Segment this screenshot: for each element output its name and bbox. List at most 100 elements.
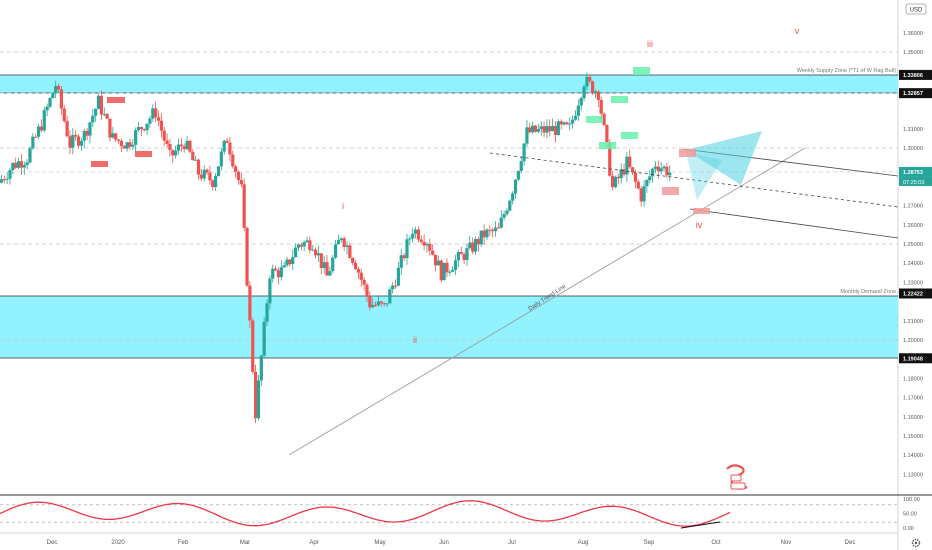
candle-body (211, 180, 215, 188)
x-tick-label: Nov (781, 540, 792, 546)
channel-lower-line (689, 208, 899, 239)
candle-body (28, 148, 32, 163)
candle-body (376, 301, 381, 306)
candle-body (2, 179, 6, 181)
candle-body (548, 126, 552, 132)
candle-body (239, 179, 243, 185)
candle-body (605, 124, 609, 143)
candle-body (56, 85, 61, 90)
highlight-box-4 (611, 96, 628, 103)
candle-body (342, 238, 346, 247)
candle-body (16, 161, 21, 168)
candle-body (25, 162, 29, 165)
candle-body (625, 156, 629, 175)
candle-body (408, 238, 412, 240)
candle-body (413, 229, 418, 234)
candle-body (339, 238, 343, 241)
candle-body (68, 136, 72, 148)
candle-body (96, 95, 101, 109)
candle-body (645, 180, 649, 187)
candle-body (399, 255, 403, 268)
highlight-box-5 (599, 142, 616, 149)
price-tag-text: 1.28753 (903, 170, 923, 176)
candle-body (591, 81, 595, 94)
candle-body (613, 176, 618, 188)
highlight-box-8 (662, 187, 679, 195)
candle-body (433, 254, 438, 266)
candle-body (171, 150, 175, 156)
x-tick-label: Jul (508, 540, 516, 546)
candle-body (559, 121, 563, 125)
candle-body (188, 140, 192, 152)
candle-body (419, 239, 423, 242)
candle-body (445, 262, 449, 273)
price-tag-text: 1.22422 (903, 291, 923, 297)
price-tag-text: 1.19048 (903, 356, 923, 362)
candlestick-series (0, 72, 672, 423)
y-tick-label: 1.24000 (903, 261, 923, 267)
candle-body (425, 244, 429, 246)
oscillator-line (0, 500, 731, 527)
candle-body (54, 85, 58, 94)
candle-body (293, 247, 298, 258)
candle-body (373, 304, 378, 306)
candle-body (216, 166, 221, 177)
candle-body (556, 121, 560, 136)
candle-body (516, 171, 520, 180)
candle-body (405, 239, 409, 259)
candle-body (168, 143, 172, 151)
candle-body (254, 371, 258, 419)
candle-body (74, 135, 78, 137)
candle-body (491, 229, 495, 232)
price-tag-0 (899, 69, 932, 80)
candle-body (505, 210, 509, 215)
highlight-box-9 (679, 149, 696, 157)
highlight-box-2 (135, 151, 152, 157)
candle-body (319, 253, 323, 268)
candle-body (222, 140, 226, 152)
candle-body (582, 86, 586, 99)
candle-body (656, 166, 660, 172)
candle-body (162, 130, 166, 141)
candle-body (296, 244, 301, 248)
y-tick-label: 1.36000 (903, 31, 923, 37)
currency-badge[interactable]: USD (905, 3, 927, 15)
candle-body (48, 98, 52, 107)
osc-tick-label: 0.00 (903, 526, 914, 532)
candle-body (642, 186, 646, 202)
candle-body (108, 118, 112, 138)
candle-body (145, 123, 149, 131)
candle-body (225, 140, 229, 143)
candle-body (316, 253, 321, 256)
wave-label-ii: ii (413, 335, 417, 345)
candle-body (511, 193, 515, 201)
candle-body (593, 91, 598, 94)
candle-body (616, 176, 620, 179)
price-tag-1 (899, 88, 932, 99)
x-tick-label: 2020 (111, 540, 125, 546)
candle-body (396, 267, 401, 286)
x-tick-label: Dec (47, 540, 58, 546)
candle-body (439, 260, 443, 281)
candle-body (59, 89, 64, 109)
candle-body (182, 146, 186, 150)
y-tick-label: 1.26000 (903, 223, 923, 229)
time-axis[interactable]: Dec 2020 Feb Mar Apr May Jun Jul Aug Sep Oct Nov Dec (47, 540, 856, 546)
candle-body (308, 240, 312, 251)
y-tick-label: 1.15000 (903, 434, 923, 440)
candle-body (85, 130, 89, 136)
candle-body (571, 119, 575, 124)
wave-label-v: v (795, 26, 800, 36)
candle-body (128, 142, 132, 147)
countdown-tag (899, 176, 932, 186)
settings-gear-icon[interactable] (911, 538, 921, 548)
candle-body (519, 161, 523, 172)
x-tick-label: Mar (240, 540, 250, 546)
candle-body (45, 106, 49, 111)
y-tick-label: 1.14000 (903, 453, 923, 459)
candle-body (633, 172, 638, 182)
candle-body (14, 162, 18, 168)
candle-body (493, 227, 498, 232)
candle-body (385, 303, 389, 305)
